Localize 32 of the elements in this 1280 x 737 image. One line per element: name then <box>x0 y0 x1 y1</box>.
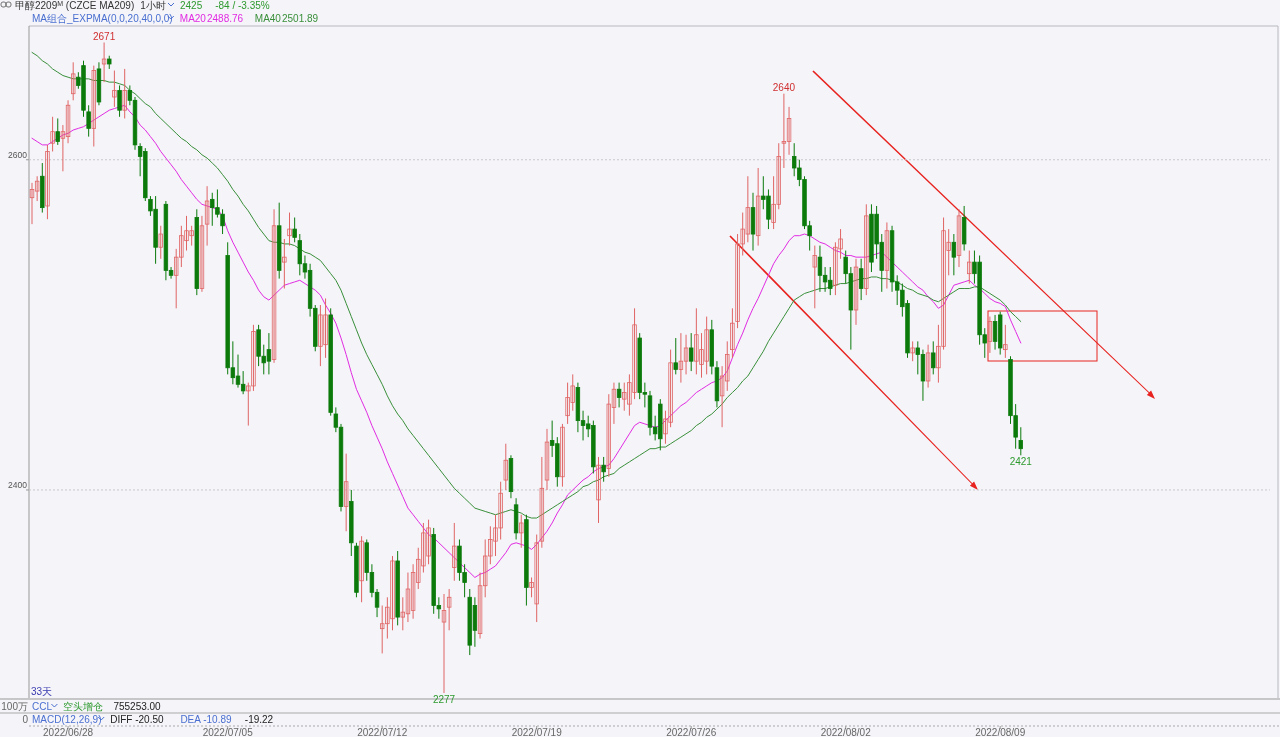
text: 1小时 <box>140 0 166 11</box>
x-tick-label: 2022/08/09 <box>975 727 1026 737</box>
y-tick-label: 2400 <box>8 479 28 490</box>
text: MA组合_EXPMA(0,0,20,40,0,0) <box>32 13 173 24</box>
text: CCL <box>32 701 53 712</box>
text: 空头增仓 <box>63 701 104 712</box>
text: MACD(12,26,9) <box>32 714 102 725</box>
x-tick-label: 2022/08/02 <box>820 727 872 737</box>
chart-title: 甲醇2209$^{M}$ (CZCE MA209) <box>15 0 135 11</box>
annotation: 2640 <box>772 81 796 93</box>
annotation: 2421 <box>1009 456 1033 468</box>
y-tick-label: 2600 <box>8 149 28 160</box>
x-tick-label: 2022/07/05 <box>202 727 254 737</box>
text: -19.22 <box>244 714 274 725</box>
x-tick-label: 2022/07/26 <box>666 727 717 737</box>
text: 2488.76 <box>207 13 244 24</box>
annotation: 33天 <box>31 686 53 697</box>
annotation: 2671 <box>92 30 116 42</box>
annotation: 2277 <box>432 694 456 706</box>
text: 100万 <box>1 701 28 712</box>
x-tick-label: 2022/07/19 <box>511 727 563 737</box>
x-tick-label: 2022/07/12 <box>357 727 408 737</box>
text: 2501.89 <box>282 13 319 24</box>
x-tick-label: 2022/06/28 <box>43 727 94 737</box>
text: DIFF -20.50 <box>110 714 164 725</box>
text: -84 / -3.35% <box>215 0 270 11</box>
text: 2425 <box>180 0 203 11</box>
text: MA20 <box>179 13 207 24</box>
text: 0 <box>22 714 29 725</box>
text: MA40 <box>254 13 282 24</box>
text: DEA -10.89 <box>180 714 232 725</box>
text: 755253.00 <box>113 701 162 712</box>
